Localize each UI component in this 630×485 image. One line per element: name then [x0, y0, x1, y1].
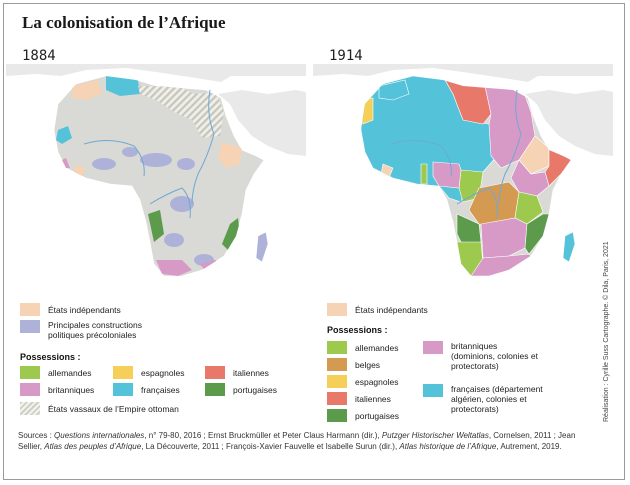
swatch-spanish — [113, 366, 133, 379]
figure-title: La colonisation de l’Afrique — [22, 13, 226, 32]
possession-portuguese-mozambique — [222, 218, 240, 250]
swatch-british — [20, 383, 40, 396]
swatch-german — [20, 366, 40, 379]
river-niger — [390, 140, 452, 177]
precolonial-ashanti — [92, 158, 116, 170]
map-year-1914: 1914 — [329, 48, 363, 64]
legend-independent-label: États indépendants — [355, 305, 428, 315]
precolonial-sokoto — [140, 153, 172, 167]
possession-british-east-africa — [510, 159, 550, 197]
europe-landmass — [313, 64, 613, 82]
swatch-portuguese — [327, 409, 347, 422]
river-congo — [149, 187, 191, 219]
legend-precolonial-label: Principales constructions politiques pré… — [48, 320, 143, 340]
possession-portuguese-angola — [148, 210, 164, 242]
legend-british-label: britanniques — [48, 385, 95, 395]
source-text-1: , n° 79-80, 2016 ; Ernst Bruckmüller et … — [144, 431, 382, 440]
arabia-landmass — [525, 90, 613, 156]
possession-british-cape — [156, 260, 192, 276]
precolonial-buganda — [170, 196, 194, 212]
precolonial-mossi — [122, 147, 138, 157]
swatch-ottoman-vassal — [20, 402, 40, 415]
legend-spanish-label: espagnoles — [355, 377, 399, 387]
swatch-british — [423, 341, 443, 354]
ottoman-vassal-states — [138, 86, 224, 138]
swatch-german — [327, 341, 347, 354]
river-nile — [498, 89, 522, 205]
source-text-2: , Cornelsen, 2011 ; Jean Sellier, — [18, 431, 576, 451]
swatch-precolonial — [20, 320, 40, 333]
source-text-4: , Autrement, 2019. — [496, 442, 562, 451]
legend-german-label: allemandes — [48, 368, 92, 378]
sources-prefix: Sources : — [18, 431, 55, 440]
independent-morocco — [72, 80, 102, 100]
legend-italian-label: italiennes — [355, 394, 391, 404]
source-title-4: Atlas historique de l’Afrique — [399, 442, 497, 451]
legend-portuguese-label: portugaises — [355, 411, 399, 421]
source-title-2: Putzger Historischer Weltatlas — [381, 431, 489, 440]
credit-line: Réalisation : Cyrille Suss Cartographe. … — [603, 241, 610, 422]
legend-french-label: françaises — [141, 385, 180, 395]
swatch-belgian — [327, 358, 347, 371]
precolonial-lunda — [164, 233, 184, 247]
river-congo — [456, 187, 498, 219]
madagascar — [255, 231, 269, 263]
map-year-1884: 1884 — [22, 48, 56, 64]
possession-french-senegal — [56, 126, 72, 144]
legend-portuguese-label: portugaises — [233, 385, 277, 395]
legend-spanish-label: espagnoles — [141, 368, 185, 378]
swatch-italian — [327, 392, 347, 405]
possession-british-nigeria — [432, 161, 462, 189]
swatch-french — [423, 384, 443, 397]
arabia-landmass — [218, 90, 306, 156]
swatch-independent — [20, 303, 40, 316]
legend-vassal-label: États vassaux de l’Empire ottoman — [48, 404, 179, 414]
swatch-spanish — [327, 375, 347, 388]
swatch-italian — [205, 366, 225, 379]
legend-italian-label: italiennes — [233, 368, 269, 378]
europe-landmass — [6, 64, 306, 82]
source-title-3: Atlas des peuples d’Afrique — [44, 442, 142, 451]
legend-independent-label: États indépendants — [48, 305, 121, 315]
possession-french-algeria — [106, 76, 140, 96]
swatch-portuguese — [205, 383, 225, 396]
legend-possessions-title: Possessions : — [20, 352, 81, 362]
river-niger — [83, 140, 145, 177]
source-title-1: Questions internationales — [54, 431, 145, 440]
madagascar-french — [562, 231, 576, 263]
map-1914 — [313, 64, 613, 300]
precolonial-bornu — [177, 158, 195, 170]
swatch-independent — [327, 303, 347, 316]
legend-british-label: britanniques (dominions, colonies et pro… — [451, 341, 538, 371]
source-text-3: , La Découverte, 2011 ; François-Xavier … — [141, 442, 400, 451]
legend-french-label: françaises (département algérien, coloni… — [451, 384, 543, 414]
sources-note: Sources : Questions internationales, n° … — [18, 430, 578, 452]
independent-ethiopia — [218, 142, 242, 168]
possession-french-morocco — [378, 79, 410, 101]
map-1884 — [6, 64, 306, 300]
independent-liberia — [74, 164, 86, 176]
legend-belgian-label: belges — [355, 360, 381, 370]
possession-portuguese-mozambique — [524, 213, 550, 255]
swatch-french — [113, 383, 133, 396]
river-nile — [191, 89, 215, 205]
legend-possessions-title: Possessions : — [327, 325, 388, 335]
possession-german-togo — [420, 163, 428, 185]
possession-german-east-africa — [514, 191, 544, 225]
legend-german-label: allemandes — [355, 343, 399, 353]
